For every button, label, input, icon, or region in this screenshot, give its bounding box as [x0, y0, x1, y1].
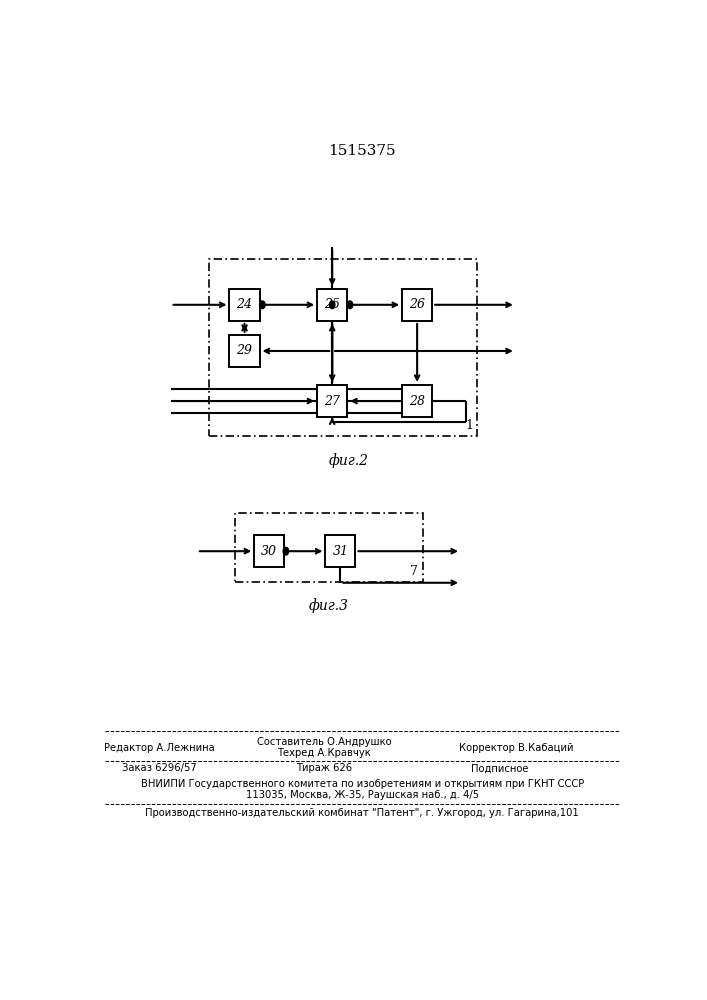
Text: 113035, Москва, Ж-35, Раушская наб., д. 4/5: 113035, Москва, Ж-35, Раушская наб., д. …: [246, 790, 479, 800]
Bar: [235, 513, 423, 582]
Text: 30: 30: [261, 545, 277, 558]
Text: Заказ 6296/57: Заказ 6296/57: [122, 763, 197, 773]
Bar: [402, 385, 432, 417]
Text: 24: 24: [237, 298, 252, 311]
Text: Корректор В.Кабаций: Корректор В.Кабаций: [459, 743, 573, 753]
Text: Производственно-издательский комбинат "Патент", г. Ужгород, ул. Гагарина,101: Производственно-издательский комбинат "П…: [146, 808, 579, 818]
Text: 7: 7: [410, 565, 419, 578]
Circle shape: [284, 547, 288, 555]
Text: 31: 31: [332, 545, 349, 558]
Text: Техред А.Кравчук: Техред А.Кравчук: [277, 748, 371, 758]
Text: 1: 1: [465, 419, 473, 432]
Bar: [317, 385, 347, 417]
Circle shape: [347, 301, 353, 309]
Text: 29: 29: [237, 344, 252, 358]
Text: 28: 28: [409, 395, 425, 408]
Text: Подписное: Подписное: [471, 763, 528, 773]
Bar: [230, 289, 259, 321]
Text: ВНИИПИ Государственного комитета по изобретениям и открытиям при ГКНТ СССР: ВНИИПИ Государственного комитета по изоб…: [141, 779, 584, 789]
Circle shape: [329, 301, 335, 309]
Bar: [254, 535, 284, 567]
Text: Составитель О.Андрушко: Составитель О.Андрушко: [257, 737, 391, 747]
Text: 1515375: 1515375: [329, 144, 396, 158]
Bar: [230, 335, 259, 367]
Text: фиг.3: фиг.3: [309, 598, 349, 613]
Text: 25: 25: [325, 298, 340, 311]
Text: Редактор А.Лежнина: Редактор А.Лежнина: [104, 743, 215, 753]
Text: фиг.2: фиг.2: [329, 453, 368, 468]
Bar: [209, 259, 477, 436]
Text: 27: 27: [325, 395, 340, 408]
Bar: [325, 535, 356, 567]
Bar: [402, 289, 432, 321]
Bar: [317, 289, 347, 321]
Text: Тираж 626: Тираж 626: [296, 763, 352, 773]
Text: 26: 26: [409, 298, 425, 311]
Circle shape: [259, 301, 265, 309]
